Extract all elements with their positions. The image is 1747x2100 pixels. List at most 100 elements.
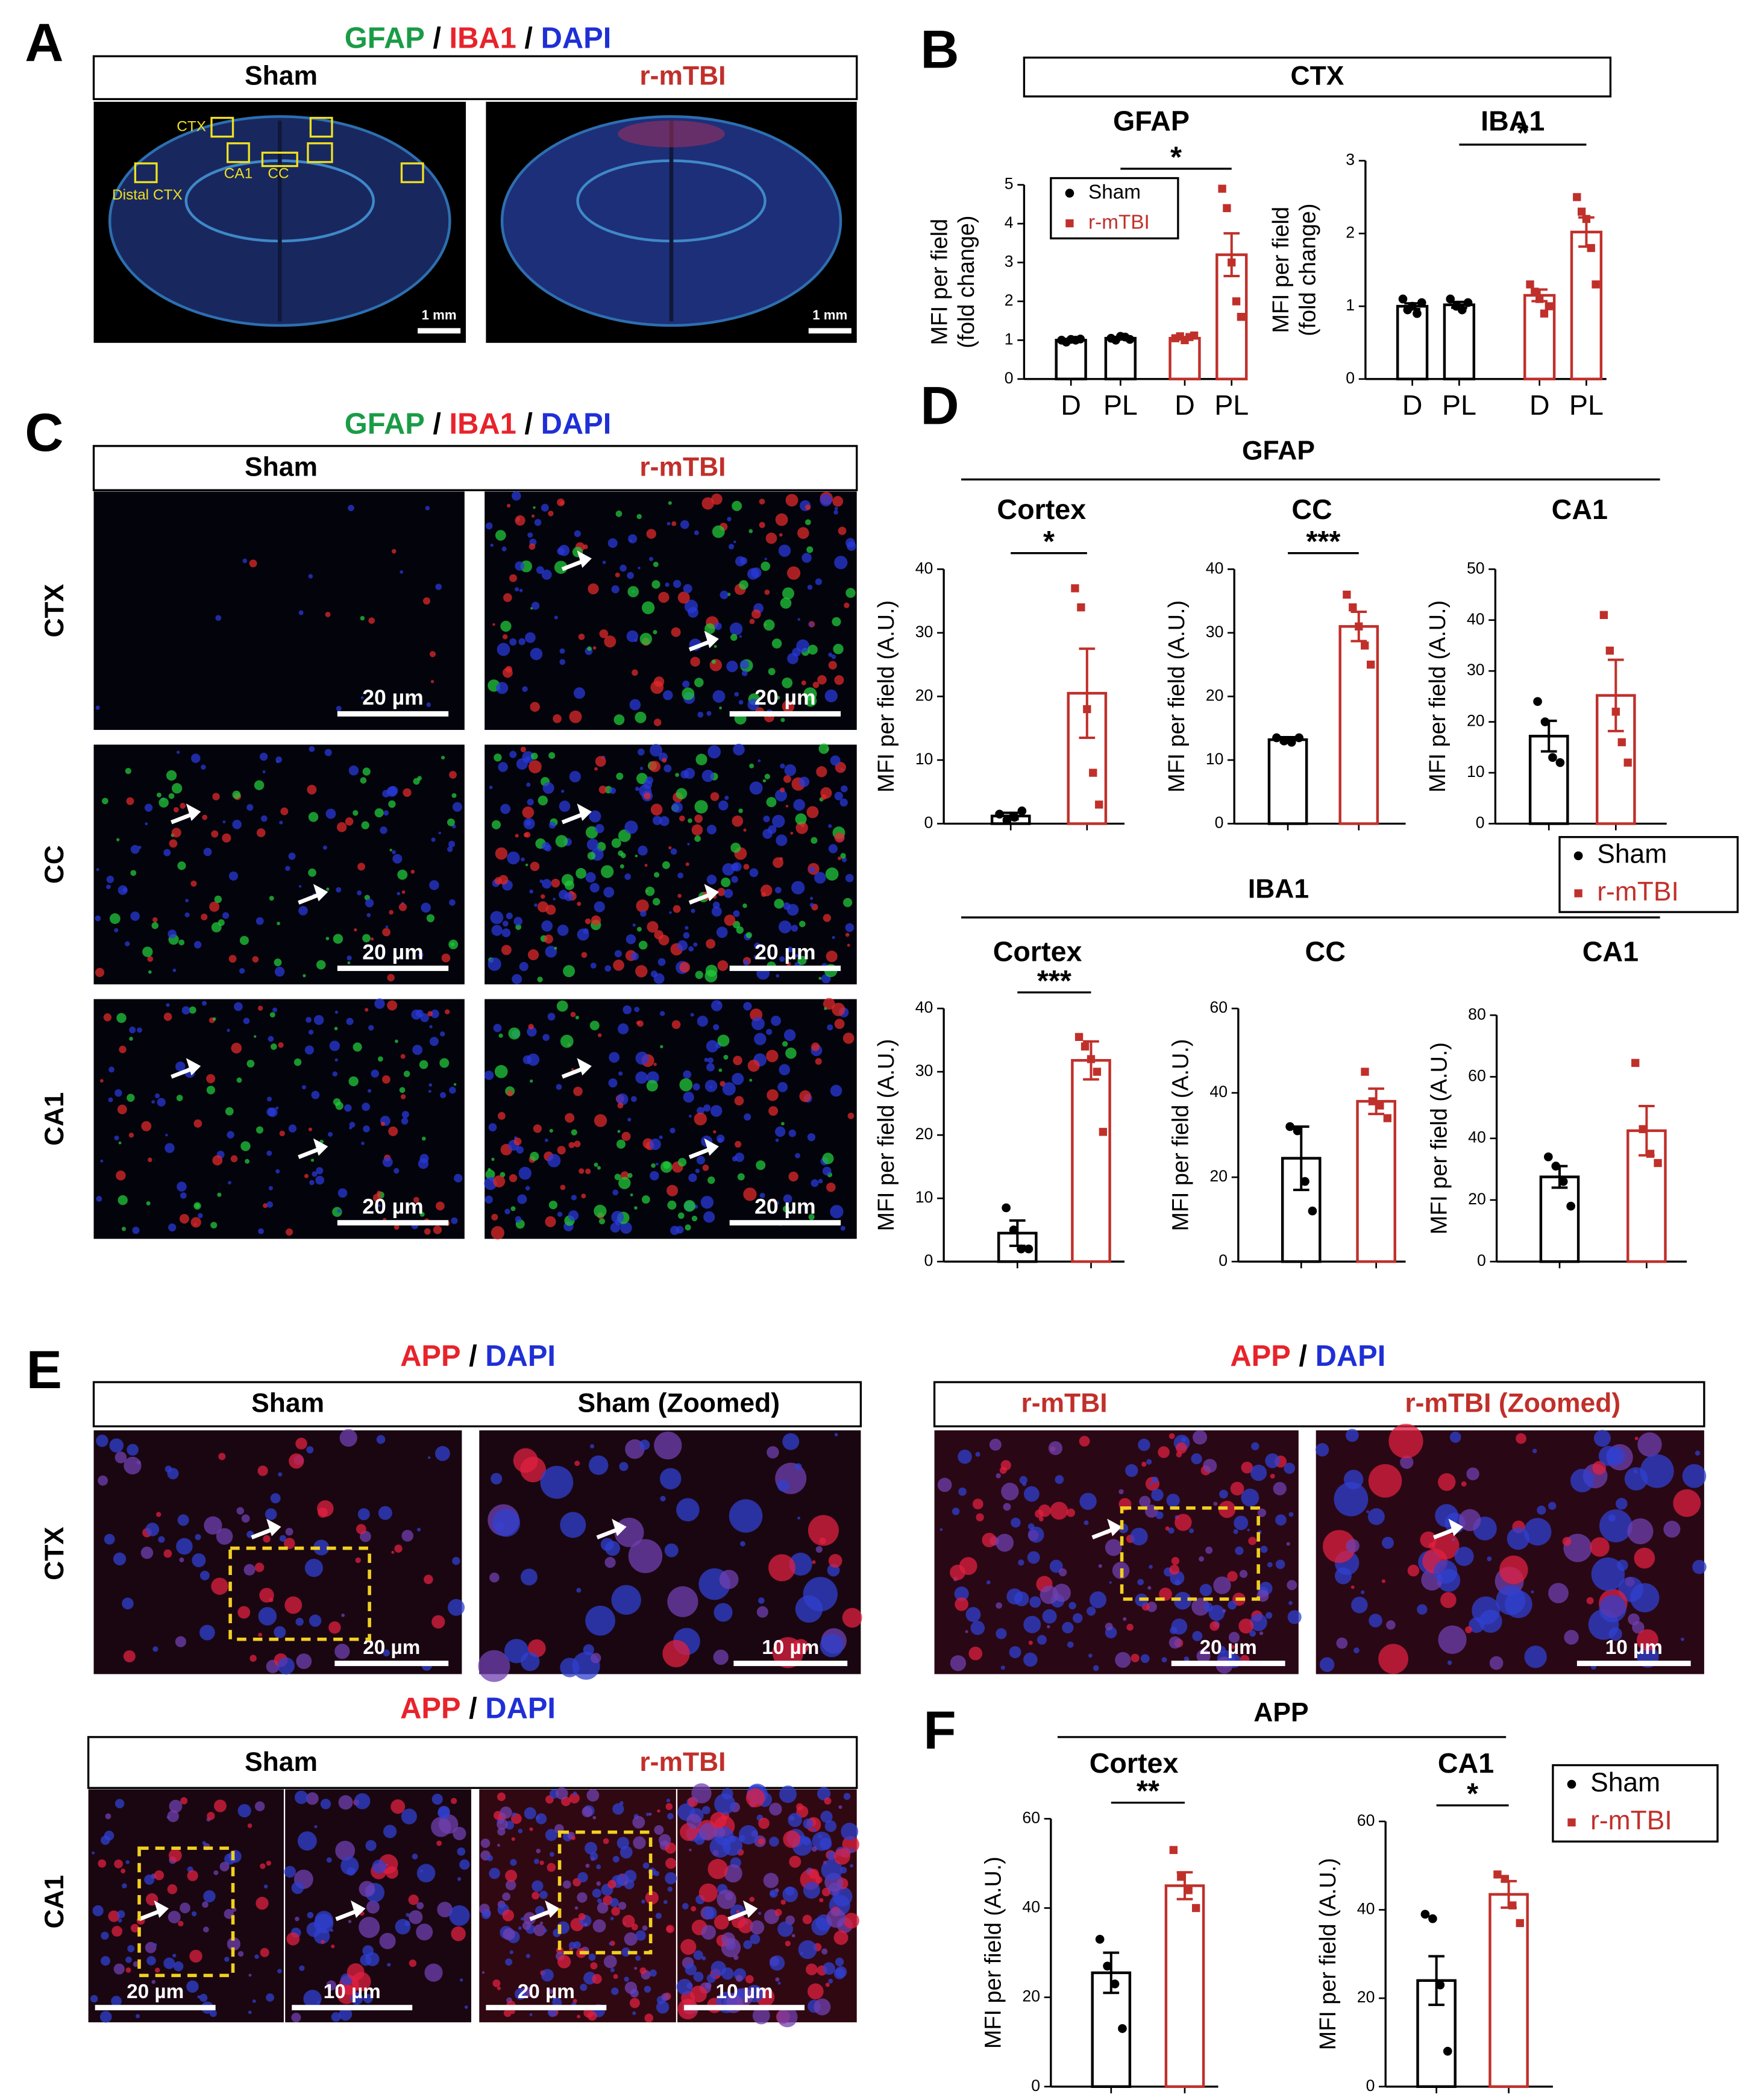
cell (828, 652, 833, 657)
cell (421, 1136, 426, 1141)
cell (533, 506, 536, 509)
cell (1234, 1515, 1249, 1530)
cell (624, 820, 638, 834)
cell (326, 887, 330, 891)
cell (533, 1858, 539, 1864)
cell (556, 1787, 568, 1800)
cell (1266, 1612, 1273, 1619)
cell (286, 1932, 300, 1946)
cell (228, 955, 237, 963)
header-label: Sham (251, 1389, 324, 1418)
cell (437, 1902, 453, 1917)
cell (607, 538, 618, 548)
cell (213, 1870, 219, 1875)
region-box (261, 151, 298, 168)
cell (572, 1999, 577, 2004)
cell (167, 1810, 180, 1822)
cell (510, 2009, 515, 2014)
cell (1499, 1555, 1528, 1585)
cell (768, 1106, 779, 1116)
cell (571, 1835, 576, 1840)
y-tick-label: 1 (1005, 330, 1014, 348)
cell (316, 2001, 321, 2004)
y-tick-label: 5 (1005, 175, 1014, 193)
cell (354, 928, 357, 932)
cell (1105, 1539, 1122, 1556)
cell (704, 969, 718, 982)
cell (362, 1945, 374, 1957)
cell (410, 869, 415, 874)
zoom-box (228, 1546, 371, 1641)
cell (775, 1201, 779, 1206)
cell (217, 1192, 222, 1197)
region-box (134, 162, 158, 183)
cell (724, 914, 736, 926)
cell (125, 941, 130, 947)
cell (525, 1954, 530, 1958)
stain-word: / (516, 22, 541, 55)
stain-title: APP / DAPI (400, 1692, 556, 1724)
y-tick-label: 10 (1206, 750, 1224, 768)
cell (560, 1034, 574, 1048)
arrow-head (704, 1138, 719, 1156)
cell (758, 1597, 765, 1604)
data-point (1654, 1158, 1662, 1168)
cell (677, 1212, 685, 1219)
cell (518, 1166, 532, 1180)
cell (622, 1914, 635, 1928)
cell (136, 2014, 140, 2019)
cell (279, 1130, 285, 1137)
cell (640, 910, 647, 917)
scale-bar (292, 2005, 413, 2011)
cell (506, 1879, 516, 1891)
bar (1338, 625, 1379, 825)
cell (785, 1940, 791, 1947)
cell (1663, 1521, 1681, 1538)
cell (130, 844, 140, 854)
header-box (933, 1381, 1705, 1428)
cell (285, 1527, 293, 1536)
cell (493, 1175, 506, 1187)
cell (616, 772, 624, 780)
cell (811, 837, 818, 844)
cell (1440, 1592, 1457, 1608)
cell (106, 875, 114, 884)
cell (717, 1134, 725, 1143)
cell (739, 659, 749, 670)
cell (167, 1884, 178, 1894)
cell (642, 1862, 650, 1869)
scale-bar (95, 2005, 216, 2011)
cell (457, 1847, 466, 1856)
cell (839, 798, 848, 807)
cell (706, 1040, 719, 1052)
cell (507, 1090, 513, 1096)
cell (202, 1926, 209, 1933)
cell (840, 853, 846, 859)
cell (392, 854, 403, 864)
cell (321, 1940, 325, 1944)
cell (122, 887, 128, 893)
cell (975, 1451, 980, 1457)
cell (648, 1812, 652, 1816)
cell (618, 850, 624, 857)
cell (721, 1788, 733, 1800)
cell (346, 1017, 354, 1025)
cell (823, 1962, 835, 1975)
cell (711, 659, 717, 664)
y-tick-label: 10 (915, 1188, 933, 1206)
y-tick-label: 0 (1477, 1251, 1486, 1269)
cell (400, 1054, 406, 1059)
cell (316, 1167, 324, 1175)
cell (525, 1186, 530, 1191)
cell (764, 589, 770, 595)
cell (326, 1857, 332, 1863)
cell (635, 1071, 648, 1084)
cell (1000, 1665, 1005, 1670)
cell (231, 1043, 242, 1054)
cell (202, 814, 208, 820)
cell (101, 1835, 110, 1845)
cell (1219, 1489, 1228, 1499)
cell (818, 976, 822, 980)
cell (528, 543, 536, 550)
cell (1230, 1644, 1235, 1649)
